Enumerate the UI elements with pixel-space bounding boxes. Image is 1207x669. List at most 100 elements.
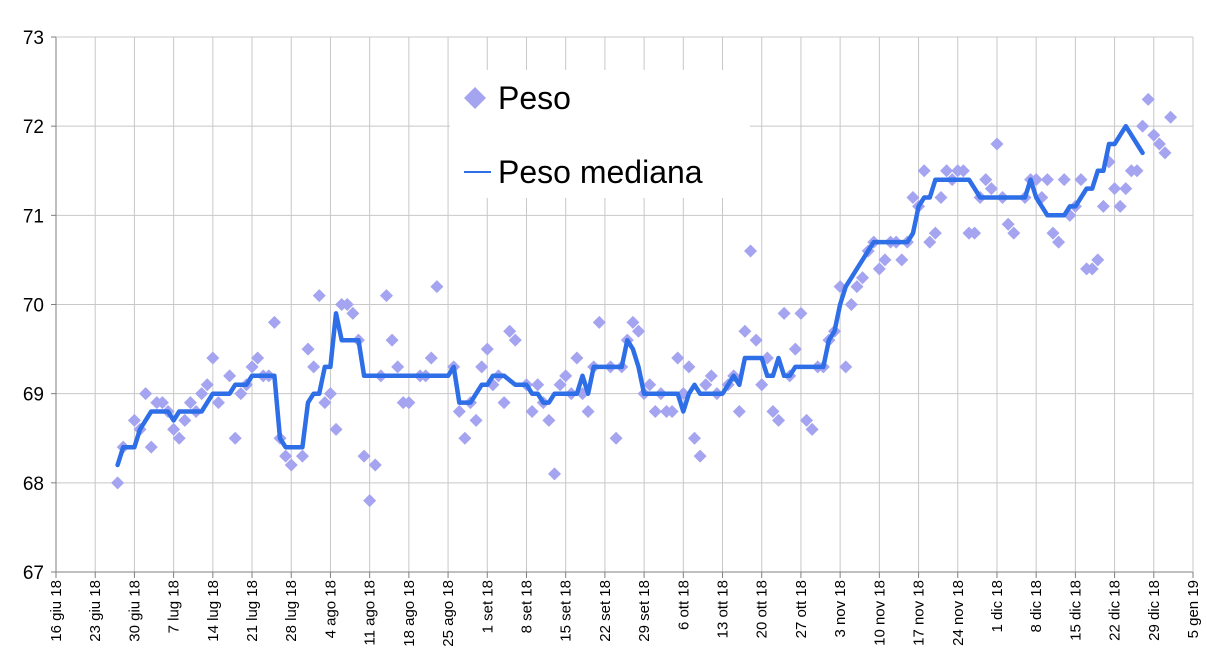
x-tick-label: 10 nov 18: [871, 580, 888, 646]
x-tick-label: 21 lug 18: [244, 580, 261, 642]
y-tick-label: 71: [23, 206, 44, 227]
peso-marker: [525, 405, 539, 418]
x-tick-label: 11 ago 18: [362, 580, 379, 646]
peso-marker: [211, 396, 225, 410]
peso-marker: [1096, 199, 1110, 213]
x-tick-label: 14 lug 18: [205, 580, 222, 642]
peso-marker: [1052, 235, 1066, 249]
peso-marker: [391, 360, 405, 374]
x-tick-label: 8 set 18: [518, 580, 535, 633]
peso-marker: [956, 164, 970, 178]
peso-marker: [643, 378, 657, 392]
x-tick-label: 22 set 18: [597, 580, 614, 642]
peso-marker: [1141, 92, 1155, 106]
x-tick-label: 20 ott 18: [754, 580, 771, 638]
peso-marker: [940, 164, 954, 178]
peso-marker: [379, 289, 393, 303]
peso-marker: [755, 378, 769, 392]
x-tick-label: 1 dic 18: [989, 580, 1006, 633]
y-tick-label: 67: [23, 563, 44, 584]
peso-marker: [508, 333, 522, 347]
x-tick-label: 7 lug 18: [166, 580, 183, 633]
peso-marker: [688, 431, 702, 445]
peso-marker: [503, 324, 517, 338]
x-tick-label: 29 set 18: [636, 580, 653, 642]
x-tick-label: 13 ott 18: [715, 580, 732, 638]
peso-marker: [368, 458, 382, 472]
y-tick-label: 68: [23, 474, 44, 495]
peso-marker: [318, 396, 332, 410]
peso-marker: [1007, 226, 1021, 240]
x-gridlines: [55, 37, 1194, 572]
peso-marker: [200, 378, 214, 392]
peso-marker: [430, 280, 444, 294]
peso-marker: [172, 431, 186, 445]
peso-marker: [1108, 182, 1122, 196]
peso-marker: [178, 413, 192, 427]
peso-marker: [704, 369, 718, 383]
peso-marker: [693, 449, 707, 463]
peso-marker: [469, 413, 483, 427]
x-tick-label: 25 ago 18: [440, 580, 457, 647]
peso-marker: [984, 182, 998, 196]
peso-marker: [839, 360, 853, 374]
peso-marker: [340, 298, 354, 311]
peso-marker: [245, 360, 259, 374]
x-tick-label: 8 dic 18: [1028, 580, 1045, 633]
y-tick-label: 70: [23, 296, 44, 317]
peso-marker: [682, 360, 696, 374]
peso-marker: [1074, 173, 1088, 187]
peso-marker: [167, 422, 181, 436]
peso-marker: [609, 431, 623, 445]
peso-marker: [766, 405, 780, 418]
peso-marker: [559, 369, 573, 383]
peso-marker: [111, 476, 125, 490]
legend: Peso Peso mediana: [450, 70, 750, 198]
peso-marker: [934, 191, 948, 204]
peso-marker: [1164, 110, 1178, 124]
peso-marker: [850, 280, 864, 294]
y-tick-label: 73: [23, 28, 44, 49]
peso-marker: [570, 351, 584, 365]
x-tick-label: 30 giu 18: [126, 580, 143, 642]
peso-marker: [183, 396, 197, 410]
peso-marker: [1158, 146, 1172, 160]
peso-marker: [738, 324, 752, 338]
peso-marker: [923, 235, 937, 249]
peso-marker: [346, 306, 360, 320]
peso-marker: [872, 262, 886, 276]
peso-marker: [531, 378, 545, 392]
peso-marker: [632, 324, 646, 338]
peso-marker: [139, 387, 153, 401]
peso-marker: [307, 360, 321, 374]
x-tick-label: 5 gen 19: [1185, 580, 1202, 638]
peso-marker: [1085, 262, 1099, 276]
y-tick-label: 72: [23, 117, 44, 138]
peso-marker: [458, 431, 472, 445]
peso-marker: [385, 333, 399, 347]
peso-marker: [906, 191, 920, 204]
peso-marker: [312, 289, 326, 303]
peso-marker: [979, 173, 993, 187]
peso-marker: [772, 413, 786, 427]
x-tick-label: 17 nov 18: [911, 580, 928, 646]
peso-marker: [553, 378, 567, 392]
peso-marker: [1136, 119, 1150, 133]
peso-marker: [744, 244, 758, 258]
peso-marker: [788, 342, 802, 356]
peso-marker: [1057, 173, 1071, 187]
peso-marker: [480, 342, 494, 356]
x-tick-label: 16 giu 18: [48, 580, 65, 642]
peso-marker: [234, 387, 248, 401]
peso-mediana-series: [115, 123, 1145, 468]
peso-marker: [777, 306, 791, 320]
y-tick-labels: 67 68 69 70 71 72 73: [23, 28, 44, 584]
x-tick-label: 23 giu 18: [87, 580, 104, 642]
peso-marker: [749, 333, 763, 347]
peso-marker: [665, 405, 679, 418]
peso-marker: [671, 351, 685, 365]
peso-marker: [251, 351, 265, 365]
x-tick-label: 18 ago 18: [401, 580, 418, 647]
y-tick-label: 69: [23, 385, 44, 406]
